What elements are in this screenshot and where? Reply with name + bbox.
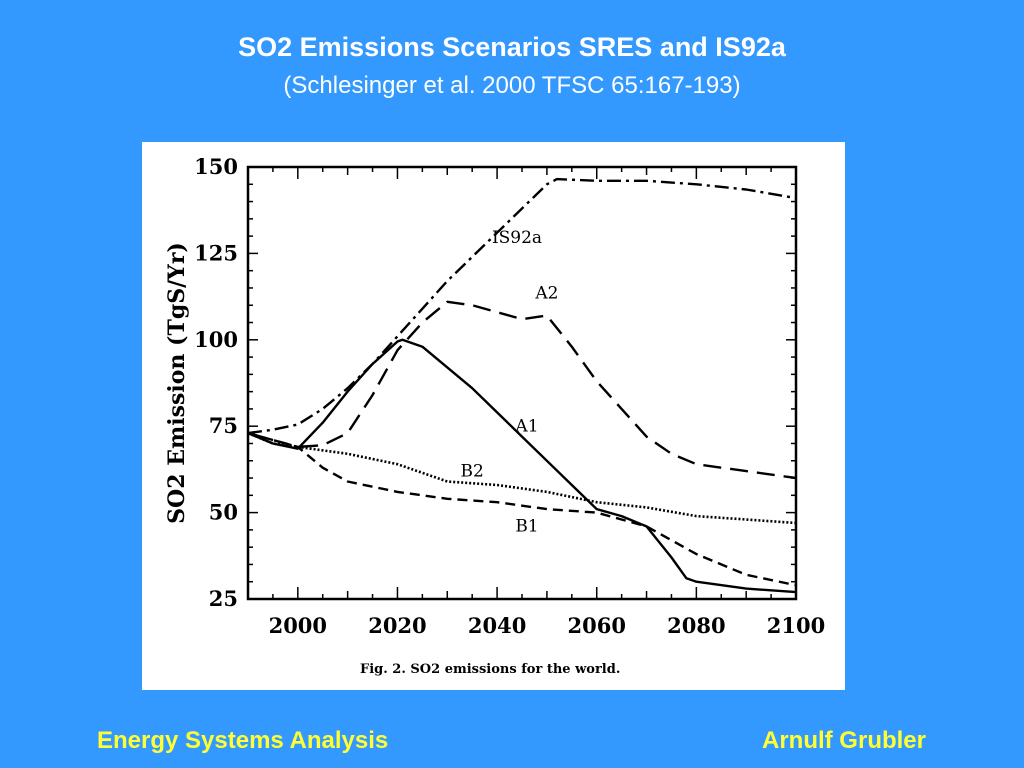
- series-label-b1: B1: [515, 517, 538, 537]
- x-tick-label: 2080: [667, 613, 725, 638]
- figure-caption: Fig. 2. SO2 emissions for the world.: [360, 662, 620, 677]
- y-tick-label: 100: [194, 327, 238, 352]
- y-tick-label: 125: [194, 240, 238, 265]
- series-labels: IS92a A2 A1 B2 B1: [461, 228, 559, 537]
- series-line-a1: [247, 338, 797, 594]
- series-line-is92a: [247, 177, 797, 435]
- x-tick-label: 2060: [568, 613, 626, 638]
- series-line-a2: [247, 300, 797, 480]
- y-axis-label: SO2 Emission (TgS/Yr): [164, 242, 190, 524]
- y-tick-label: 75: [209, 413, 238, 438]
- y-tick-label: 25: [209, 586, 238, 611]
- slide-subtitle: (Schlesinger et al. 2000 TFSC 65:167-193…: [283, 72, 741, 99]
- chart-figure-panel: 25 50 75 100 125 150 2000 2020 2040 2060 2080 2100…: [142, 142, 845, 690]
- footer-author: Arnulf Grubler: [761, 727, 926, 754]
- series-label-a1: A1: [514, 416, 538, 436]
- series-line-b1: [247, 431, 797, 587]
- series-lines: [247, 177, 797, 594]
- footer-course-name: Energy Systems Analysis: [97, 727, 389, 754]
- y-tick-label: 50: [209, 500, 238, 525]
- series-label-a2: A2: [534, 283, 558, 303]
- x-tick-label: 2020: [368, 613, 426, 638]
- series-line-b2: [247, 431, 797, 525]
- x-tick-label: 2040: [468, 613, 526, 638]
- so2-emissions-chart: 25 50 75 100 125 150 2000 2020 2040 2060 2080 2100…: [164, 154, 825, 677]
- y-axis-ticks: 25 50 75 100 125 150: [194, 154, 796, 611]
- slide-title: SO2 Emissions Scenarios SRES and IS92a: [238, 32, 786, 62]
- y-tick-label: 150: [194, 154, 238, 179]
- series-label-b2: B2: [461, 461, 484, 481]
- x-tick-label: 2000: [269, 613, 327, 638]
- x-tick-label: 2100: [767, 613, 825, 638]
- x-axis-ticks: 2000 2020 2040 2060 2080 2100: [247, 167, 825, 638]
- series-label-is92a: IS92a: [492, 228, 542, 248]
